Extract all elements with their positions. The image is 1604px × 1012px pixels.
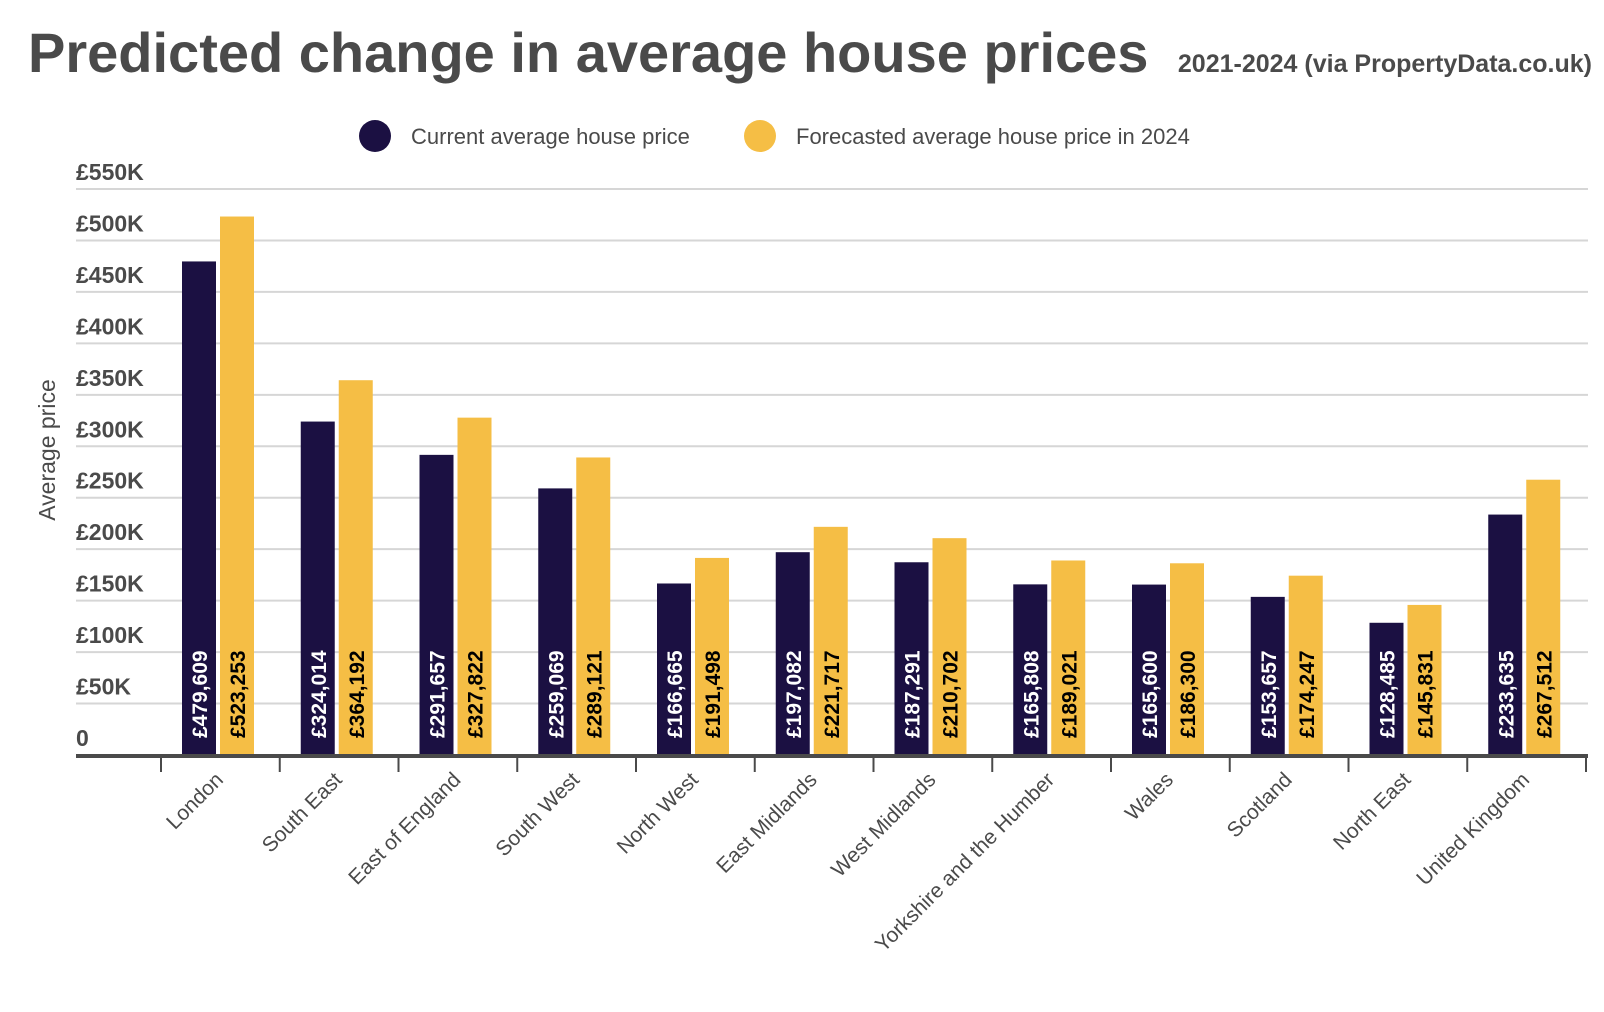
bar-forecast: [932, 538, 967, 755]
data-label: £259,069: [545, 650, 568, 738]
bar-current: [182, 261, 216, 755]
bar-current: [894, 562, 929, 755]
bar-current: [775, 552, 810, 755]
bar-current: [1013, 584, 1048, 755]
y-tick-label: £400K: [76, 313, 144, 339]
data-label: £479,609: [189, 650, 212, 738]
y-tick-label: £100K: [76, 622, 144, 648]
data-label: £128,485: [1377, 650, 1400, 738]
y-tick-label: £450K: [76, 262, 144, 288]
legend: Current average house price Forecasted a…: [359, 120, 1190, 152]
bar-current: [1250, 596, 1285, 755]
x-tick-label: East Midlands: [712, 768, 822, 878]
bar-forecast: [1407, 604, 1442, 755]
y-tick-label: £500K: [76, 210, 144, 236]
x-tick-label: North East: [1329, 768, 1416, 855]
data-label: £165,808: [1020, 650, 1043, 738]
data-label: £189,021: [1058, 650, 1081, 738]
bar-forecast: [1051, 560, 1086, 755]
legend-marker-forecast: [744, 120, 776, 152]
data-label: £186,300: [1177, 650, 1200, 738]
x-tick-label: Scotland: [1223, 768, 1297, 842]
y-tick-label: £50K: [76, 674, 131, 700]
data-label: £221,717: [821, 650, 844, 738]
data-label: £523,253: [227, 650, 250, 738]
y-axis-title: Average price: [34, 379, 60, 521]
data-label: £153,657: [1258, 650, 1281, 738]
data-label: £233,635: [1495, 650, 1518, 738]
bar-forecast: [457, 417, 492, 755]
data-label: £197,082: [783, 650, 806, 738]
data-label: £187,291: [902, 650, 925, 738]
data-label: £166,665: [664, 650, 687, 738]
bar-current: [1488, 514, 1523, 755]
bar-forecast: [1288, 575, 1323, 755]
data-label: £364,192: [346, 650, 369, 738]
x-tick-label: East of England: [344, 768, 465, 889]
x-tick-label: United Kingdom: [1412, 768, 1534, 890]
data-label: £267,512: [1533, 650, 1556, 738]
data-label: £174,247: [1296, 650, 1319, 738]
y-tick-label: £150K: [76, 571, 144, 597]
bar-current: [1369, 622, 1404, 755]
y-tick-label: £550K: [76, 159, 144, 185]
bar-current: [657, 583, 691, 755]
data-label: £327,822: [465, 650, 488, 738]
data-label: £145,831: [1415, 650, 1438, 738]
bar-forecast: [576, 457, 611, 755]
bar-forecast: [813, 526, 848, 755]
bar-forecast: [338, 380, 373, 755]
y-tick-label: 0: [76, 725, 89, 751]
x-tick-label: South West: [491, 768, 584, 861]
data-label: £324,014: [308, 650, 331, 738]
y-tick-label: £350K: [76, 365, 144, 391]
bars: £479,609 £523,253 £324,014 £364,192 £291,657…: [182, 216, 1561, 756]
bar-current: [538, 488, 573, 755]
bar-forecast: [220, 216, 254, 756]
x-tick-label: West Midlands: [827, 768, 940, 881]
bar-forecast: [695, 557, 729, 755]
chart-subtitle: 2021-2024 (via PropertyData.co.uk): [1178, 50, 1592, 78]
y-tick-label: £300K: [76, 416, 144, 442]
y-tick-label: £200K: [76, 519, 144, 545]
data-label: £210,702: [940, 650, 963, 738]
legend-label-current: Current average house price: [411, 124, 690, 149]
chart-title: Predicted change in average house prices: [28, 21, 1148, 84]
data-label: £191,498: [702, 650, 725, 738]
legend-label-forecast: Forecasted average house price in 2024: [796, 124, 1190, 149]
x-tick-label: South East: [258, 768, 347, 857]
data-label: £165,600: [1139, 650, 1162, 738]
y-tick-label: £250K: [76, 468, 144, 494]
bar-forecast: [1526, 479, 1561, 755]
bar-current: [419, 454, 454, 755]
legend-marker-current: [359, 120, 391, 152]
x-tick-label: North West: [613, 768, 703, 858]
bar-forecast: [1170, 563, 1204, 755]
data-label: £291,657: [427, 650, 450, 738]
y-axis-ticks: 0 £50K £100K £150K £200K £250K £300K £350K £400K…: [76, 159, 144, 751]
x-tick-label: Wales: [1121, 768, 1178, 825]
bar-current: [300, 421, 335, 755]
bar-current: [1132, 584, 1166, 755]
data-label: £289,121: [583, 650, 606, 738]
x-tick-label: London: [162, 768, 228, 834]
